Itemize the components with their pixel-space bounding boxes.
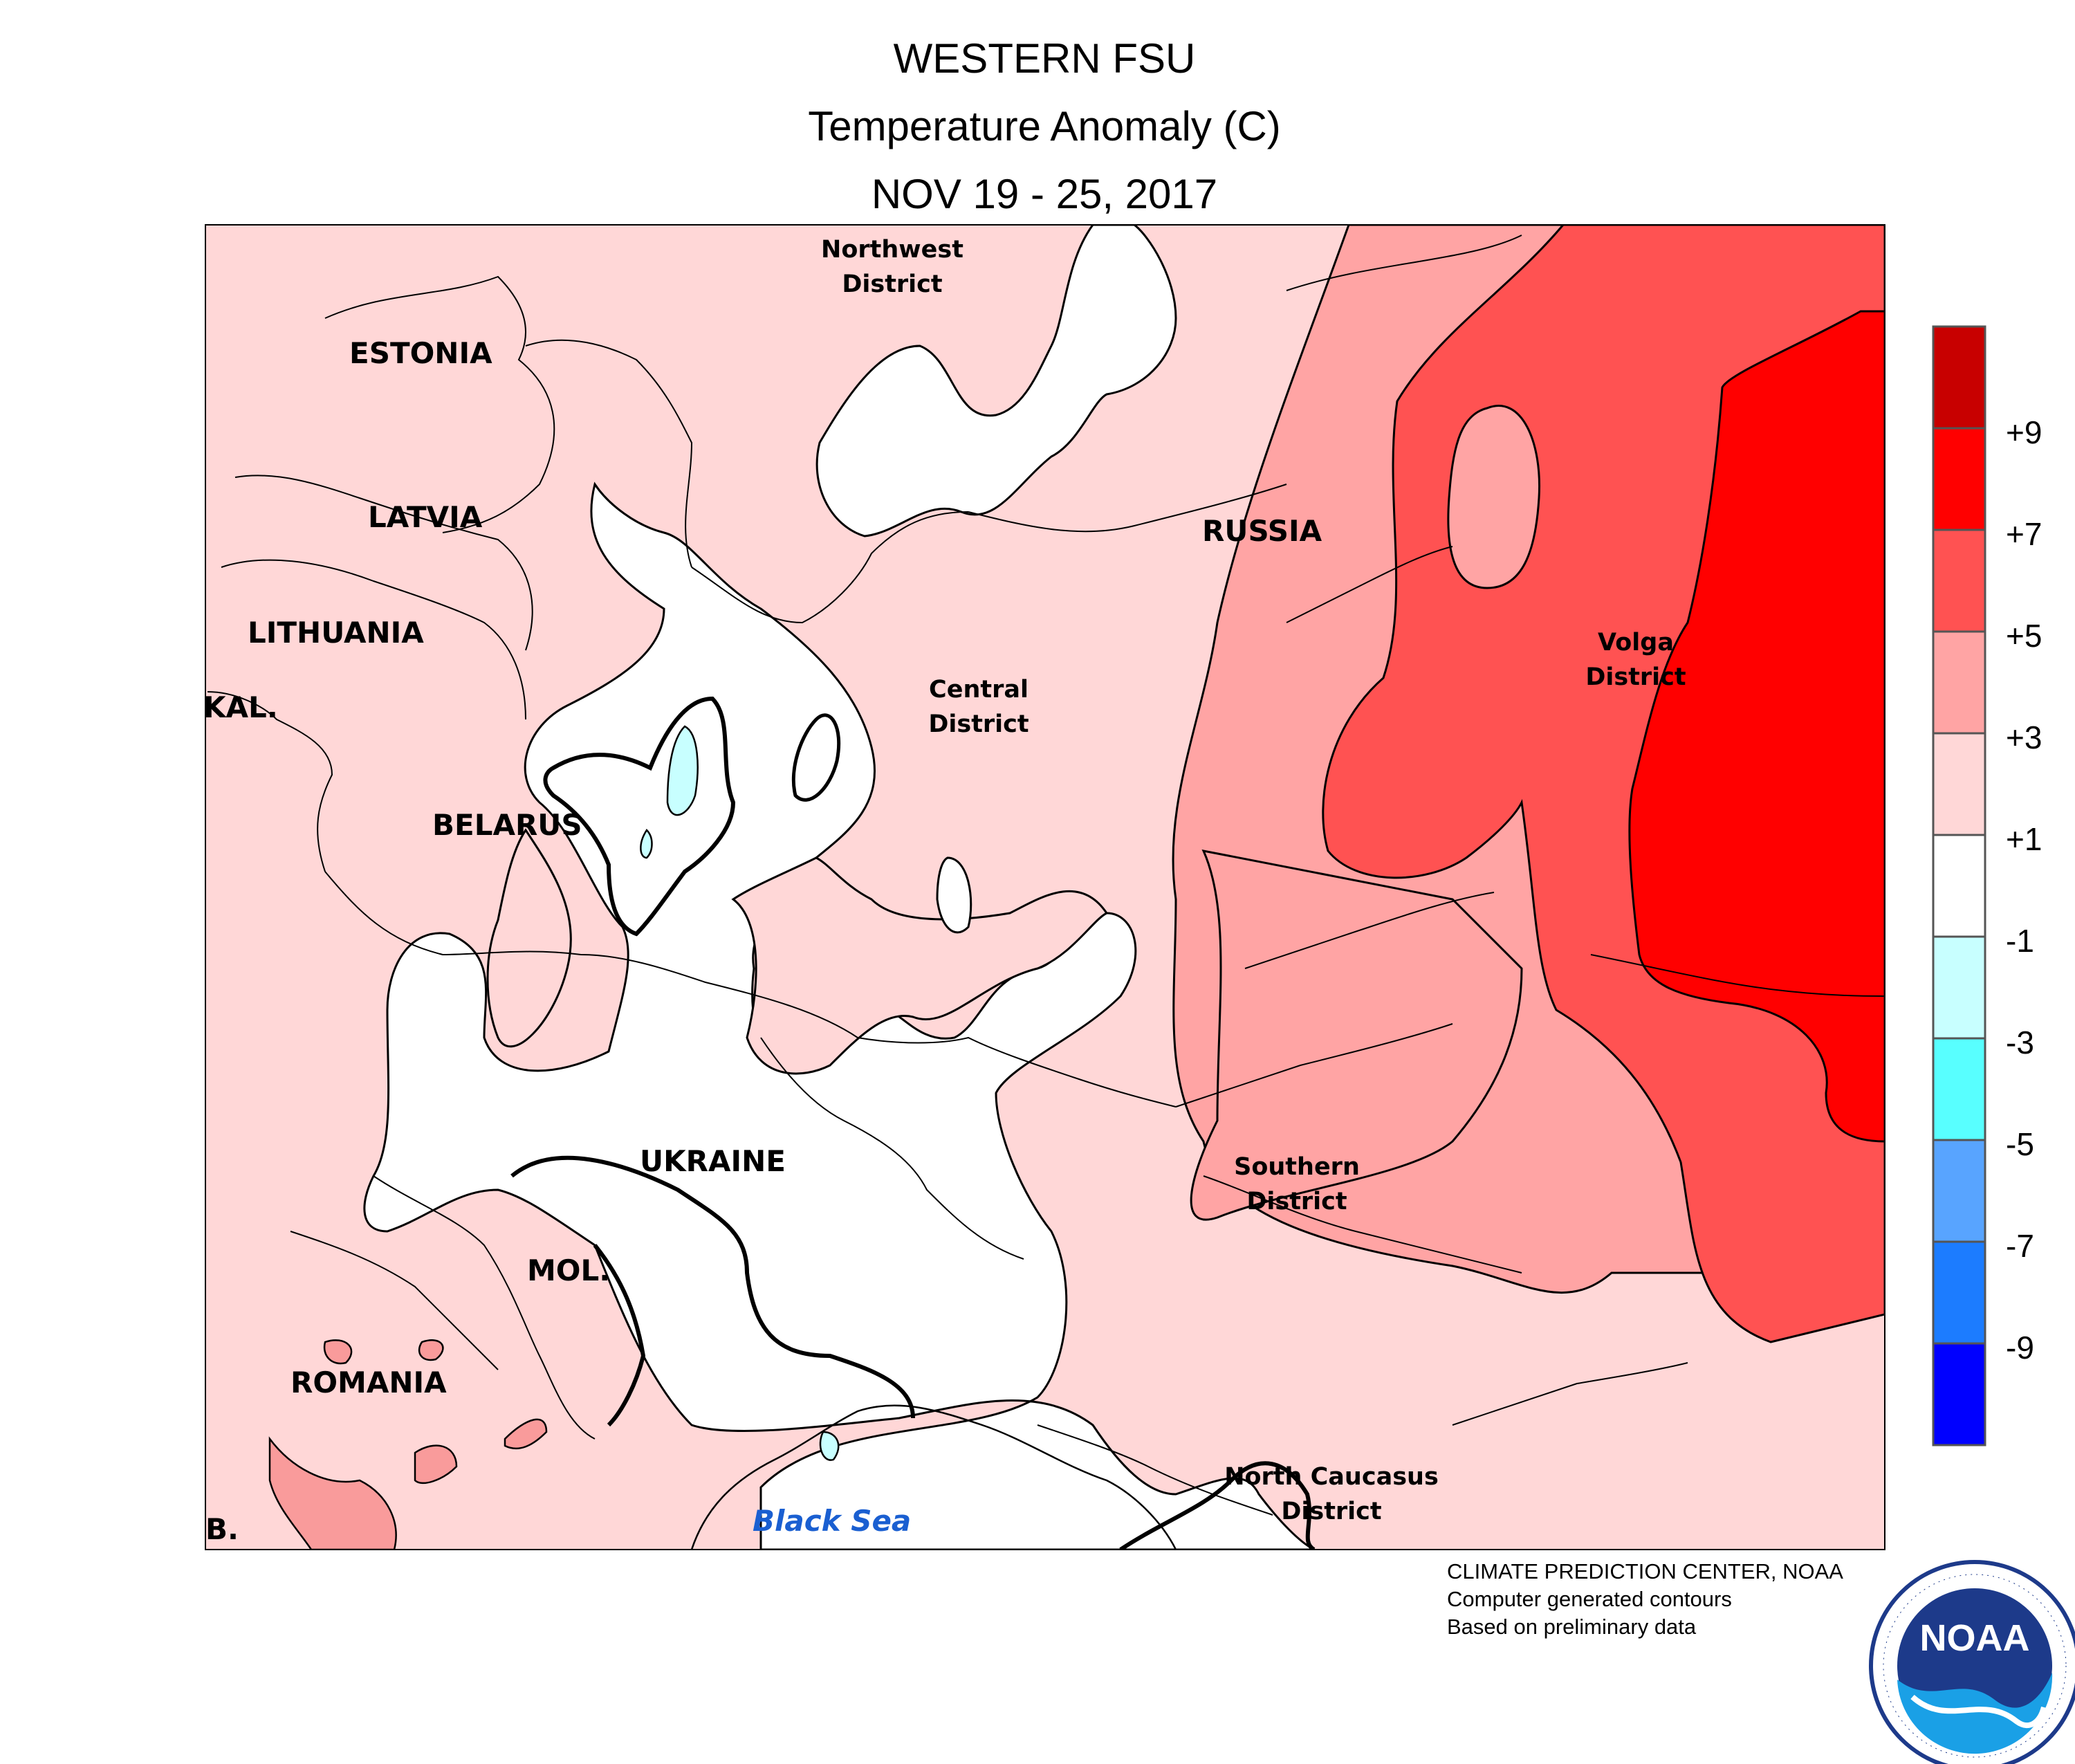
label-northwest-line2: District xyxy=(842,270,943,298)
legend-swatch-7-9 xyxy=(1932,427,1986,531)
band-neg1-neg3-crimea xyxy=(819,1431,840,1461)
label-lithuania: LITHUANIA xyxy=(248,616,424,650)
title-period: NOV 19 - 25, 2017 xyxy=(871,171,1218,217)
label-kaliningrad: KAL. xyxy=(203,690,278,724)
label-ukraine: UKRAINE xyxy=(640,1144,786,1178)
legend-label-neg7: -7 xyxy=(2006,1228,2034,1264)
legend-label-neg5: -5 xyxy=(2006,1126,2034,1162)
legend-label-neg3: -3 xyxy=(2006,1025,2034,1060)
legend-label-5: +5 xyxy=(2006,618,2042,654)
legend-swatch-neg3-neg1 xyxy=(1932,935,1986,1040)
band-3-5-hole xyxy=(1447,405,1541,589)
map-frame xyxy=(205,224,1885,1550)
label-northwest-line1: Northwest xyxy=(821,236,963,264)
legend-swatch-1-3 xyxy=(1932,732,1986,836)
credits-line1: CLIMATE PREDICTION CENTER, NOAA xyxy=(1447,1559,1843,1583)
label-north-caucasus-line2: District xyxy=(1281,1498,1382,1525)
contour-crimea-west xyxy=(593,1244,646,1427)
noaa-logo: NOAA xyxy=(1869,1560,2075,1764)
band-neg1-neg3-a xyxy=(666,725,699,816)
contour-loop-east-belarus xyxy=(791,713,841,802)
credits-line3: Based on preliminary data xyxy=(1447,1615,1697,1639)
title-variable: Temperature Anomaly (C) xyxy=(808,103,1281,149)
label-volga-district: Volga District xyxy=(1549,625,1722,695)
label-southern-line1: Southern xyxy=(1234,1153,1360,1181)
title-region: WESTERN FSU xyxy=(893,35,1196,82)
legend-label-7: +7 xyxy=(2006,516,2042,552)
band-neg1-neg3-b xyxy=(640,829,653,859)
band-3-5-romania-d xyxy=(323,1339,353,1365)
band-7-9 xyxy=(1628,310,1885,1143)
legend-swatch-below-neg9 xyxy=(1932,1342,1986,1446)
legend-swatch-neg5-neg3 xyxy=(1932,1037,1986,1141)
label-central-line1: Central xyxy=(929,676,1029,704)
label-moldova: MOL. xyxy=(527,1253,611,1287)
legend-swatch-neg7-neg5 xyxy=(1932,1139,1986,1243)
legend-swatch-above-9 xyxy=(1932,325,1986,430)
band-0-northwest xyxy=(815,225,1177,538)
label-latvia: LATVIA xyxy=(368,500,483,534)
label-belarus: BELARUS xyxy=(432,808,582,842)
legend-swatch-5-7 xyxy=(1932,529,1986,633)
legend-colorbar xyxy=(1932,325,1986,1446)
legend-swatch-neg9-neg7 xyxy=(1932,1240,1986,1345)
legend-label-9: +9 xyxy=(2006,414,2042,450)
legend-label-neg1: -1 xyxy=(2006,923,2034,959)
label-northwest-district: Northwest District xyxy=(802,232,982,302)
map-title: WESTERN FSU Temperature Anomaly (C) NOV … xyxy=(0,25,2075,228)
legend-swatch-3-5 xyxy=(1932,630,1986,735)
label-north-caucasus-district: North Caucasus District xyxy=(1217,1460,1446,1529)
band-3-5-romania-a xyxy=(268,1436,397,1550)
legend-label-neg9: -9 xyxy=(2006,1330,2034,1366)
legend-label-3: +3 xyxy=(2006,719,2042,755)
boundaries xyxy=(207,235,1885,1516)
label-southern-line2: District xyxy=(1246,1188,1347,1215)
contour-caucasus xyxy=(1119,1461,1316,1550)
band-1-3-west-ukraine xyxy=(486,828,572,1048)
contour-belarus xyxy=(543,696,736,937)
label-north-caucasus-line1: North Caucasus xyxy=(1224,1463,1439,1491)
label-volga-line1: Volga xyxy=(1598,629,1674,656)
band-3-5-south xyxy=(1190,849,1523,1221)
label-romania: ROMANIA xyxy=(290,1366,447,1399)
legend-label-1: +1 xyxy=(2006,821,2042,857)
anomaly-fill xyxy=(205,225,1885,1550)
noaa-logo-text: NOAA xyxy=(1920,1617,2030,1659)
band-1-3-ukraine xyxy=(731,856,1109,1075)
band-3-5-romania-c xyxy=(504,1418,548,1450)
label-volga-line2: District xyxy=(1585,663,1686,691)
band-3-5-romania-b xyxy=(414,1444,458,1485)
label-southern-district: Southern District xyxy=(1207,1150,1387,1219)
label-central-line2: District xyxy=(928,710,1029,738)
credits-line2: Computer generated contours xyxy=(1447,1587,1732,1611)
label-central-district: Central District xyxy=(892,672,1065,742)
black-sea-coast xyxy=(690,1404,1177,1550)
legend-swatch-neg1-1 xyxy=(1932,834,1986,938)
band-3-5-romania-e xyxy=(418,1339,444,1361)
label-black-sea: Black Sea xyxy=(753,1504,912,1538)
contour-south-ukraine xyxy=(510,1155,915,1419)
credits: CLIMATE PREDICTION CENTER, NOAA Computer… xyxy=(1447,1558,1843,1641)
label-russia: RUSSIA xyxy=(1202,514,1322,548)
contour-loop-central xyxy=(936,856,972,934)
label-estonia: ESTONIA xyxy=(349,336,492,370)
label-bulgaria-partial: B. xyxy=(205,1512,239,1546)
